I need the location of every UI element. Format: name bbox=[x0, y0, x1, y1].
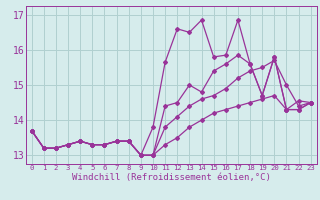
X-axis label: Windchill (Refroidissement éolien,°C): Windchill (Refroidissement éolien,°C) bbox=[72, 173, 271, 182]
